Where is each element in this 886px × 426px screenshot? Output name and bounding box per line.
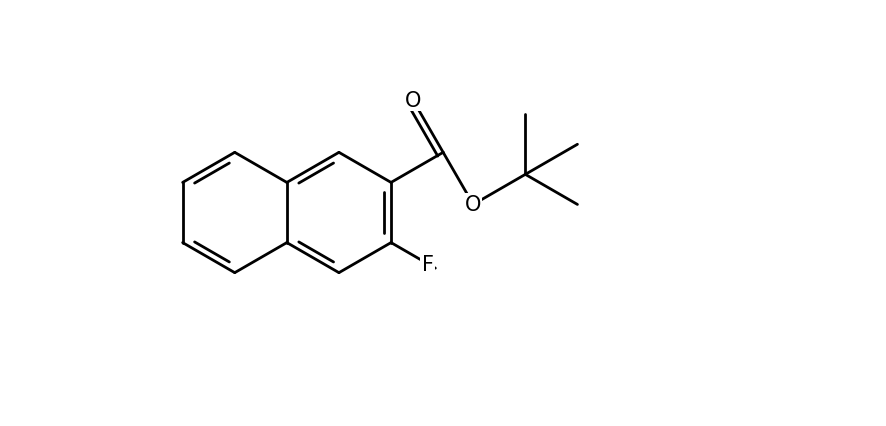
Text: O: O — [465, 195, 481, 215]
Text: F: F — [422, 254, 433, 274]
Text: O: O — [405, 91, 421, 111]
